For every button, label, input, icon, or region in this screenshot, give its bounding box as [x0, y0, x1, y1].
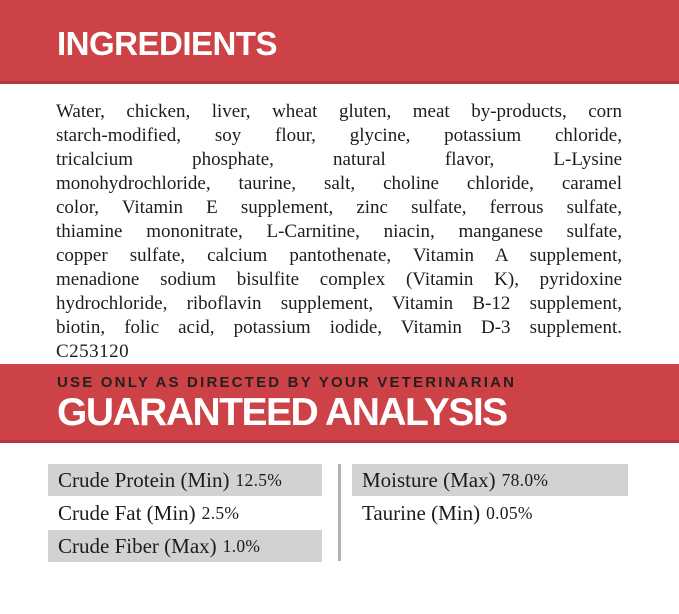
- analysis-value: 1.0%: [222, 535, 261, 556]
- analysis-value: 2.5%: [201, 502, 240, 523]
- ingredients-paragraph: Water, chicken, liver, wheat gluten, mea…: [56, 100, 622, 364]
- ingredients-title: INGREDIENTS: [57, 24, 278, 62]
- guaranteed-analysis-banner: USE ONLY AS DIRECTED BY YOUR VETERINARIA…: [0, 364, 679, 443]
- ingredient-line: copper sulfate, calcium pantothenate, Vi…: [56, 245, 622, 266]
- product-code: C253120: [56, 341, 130, 362]
- ingredients-banner: INGREDIENTS: [0, 0, 679, 84]
- ingredient-line: menadione sodium bisulfite complex (Vita…: [56, 269, 622, 290]
- ingredient-line: thiamine mononitrate, L-Carnitine, niaci…: [56, 221, 622, 242]
- analysis-label: Moisture (Max): [362, 467, 496, 492]
- analysis-left-column: Crude Protein (Min) 12.5% Crude Fat (Min…: [48, 464, 322, 563]
- column-divider: [338, 464, 341, 561]
- ingredient-line: monohydrochloride, taurine, salt, cholin…: [56, 173, 622, 194]
- analysis-row-crude-fiber: Crude Fiber (Max) 1.0%: [48, 530, 322, 562]
- analysis-label: Taurine (Min): [362, 500, 481, 525]
- guaranteed-analysis-title: GUARANTEED ANALYSIS: [57, 391, 508, 434]
- analysis-value: 12.5%: [235, 469, 283, 490]
- analysis-label: Crude Protein (Min): [58, 467, 230, 492]
- ingredient-line: Water, chicken, liver, wheat gluten, mea…: [56, 101, 622, 122]
- analysis-row-moisture: Moisture (Max) 78.0%: [352, 464, 628, 496]
- analysis-value: 0.05%: [486, 502, 533, 523]
- ingredient-line: hydrochloride, riboflavin supplement, Vi…: [56, 293, 622, 314]
- analysis-row-crude-protein: Crude Protein (Min) 12.5%: [48, 464, 322, 496]
- analysis-right-column: Moisture (Max) 78.0% Taurine (Min) 0.05%: [352, 464, 628, 563]
- ingredient-line: tricalcium phosphate, natural flavor, L-…: [56, 149, 622, 170]
- veterinarian-directive-text: USE ONLY AS DIRECTED BY YOUR VETERINARIA…: [57, 374, 517, 391]
- analysis-value: 78.0%: [501, 469, 549, 490]
- analysis-label: Crude Fat (Min): [58, 500, 196, 525]
- guaranteed-analysis-table: Crude Protein (Min) 12.5% Crude Fat (Min…: [48, 464, 679, 563]
- ingredient-line: starch-modified, soy flour, glycine, pot…: [56, 125, 622, 146]
- ingredient-line: color, Vitamin E supplement, zinc sulfat…: [56, 197, 622, 218]
- analysis-row-crude-fat: Crude Fat (Min) 2.5%: [48, 497, 322, 529]
- analysis-row-taurine: Taurine (Min) 0.05%: [352, 497, 628, 529]
- analysis-label: Crude Fiber (Max): [58, 533, 217, 558]
- ingredient-line: biotin, folic acid, potassium iodide, Vi…: [56, 317, 622, 338]
